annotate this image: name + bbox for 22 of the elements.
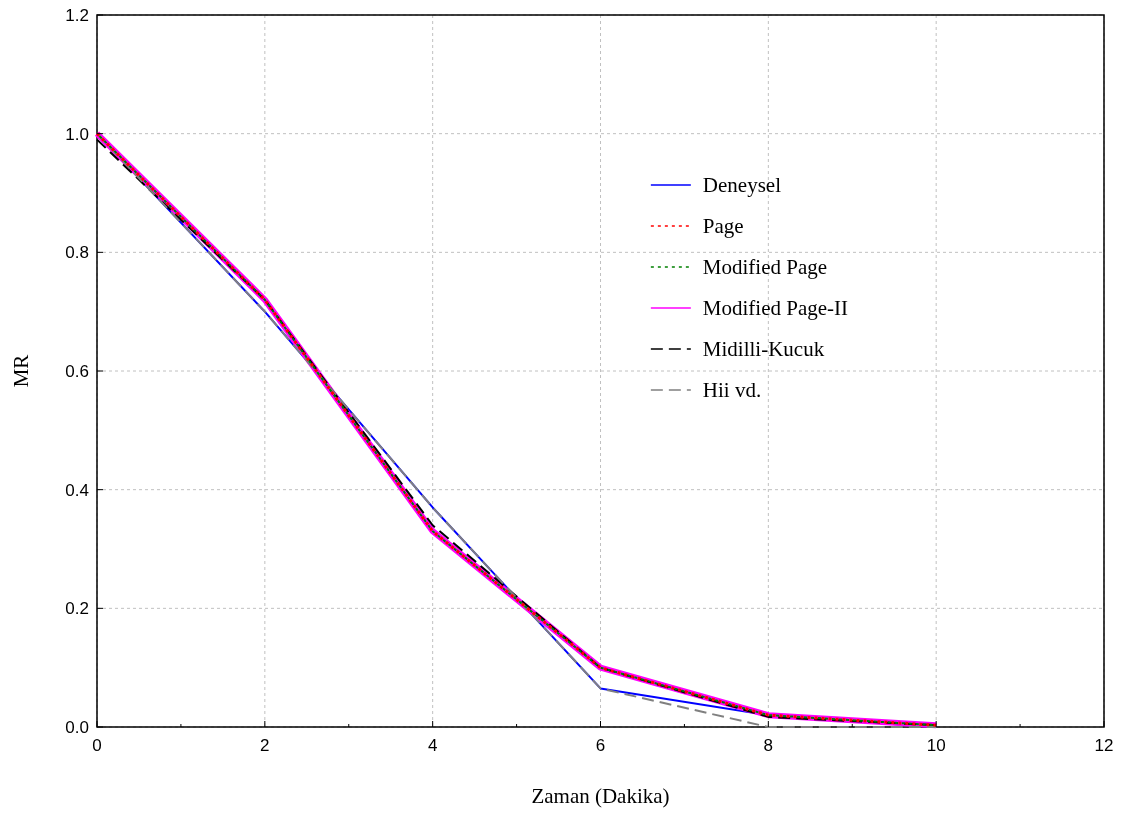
- y-tick-label: 0.0: [65, 718, 89, 737]
- legend-label: Deneysel: [702, 173, 782, 197]
- y-tick-label: 1.2: [65, 6, 89, 25]
- x-tick-label: 0: [92, 736, 102, 755]
- legend-label: Hii vd.: [702, 378, 762, 402]
- x-tick-label: 8: [763, 736, 774, 755]
- y-tick-label: 0.6: [65, 362, 89, 381]
- x-tick-label: 12: [1094, 736, 1114, 755]
- x-tick-label: 6: [595, 736, 606, 755]
- x-tick-label: 2: [260, 736, 270, 755]
- y-tick-label: 0.2: [65, 599, 89, 619]
- legend-label: Midilli-Kucuk: [702, 337, 825, 361]
- x-tick-label: 10: [926, 736, 946, 755]
- y-tick-label: 1.0: [65, 124, 89, 144]
- y-axis-title: MR: [9, 354, 33, 388]
- legend-label: Page: [702, 214, 744, 238]
- x-tick-label: 4: [427, 736, 438, 755]
- legend-label: Modified Page: [702, 255, 828, 279]
- x-axis-title: Zaman (Dakika): [531, 784, 670, 808]
- y-tick-label: 0.4: [65, 480, 89, 500]
- y-tick-label: 0.8: [65, 243, 89, 263]
- legend-label: Modified Page-II: [702, 296, 849, 320]
